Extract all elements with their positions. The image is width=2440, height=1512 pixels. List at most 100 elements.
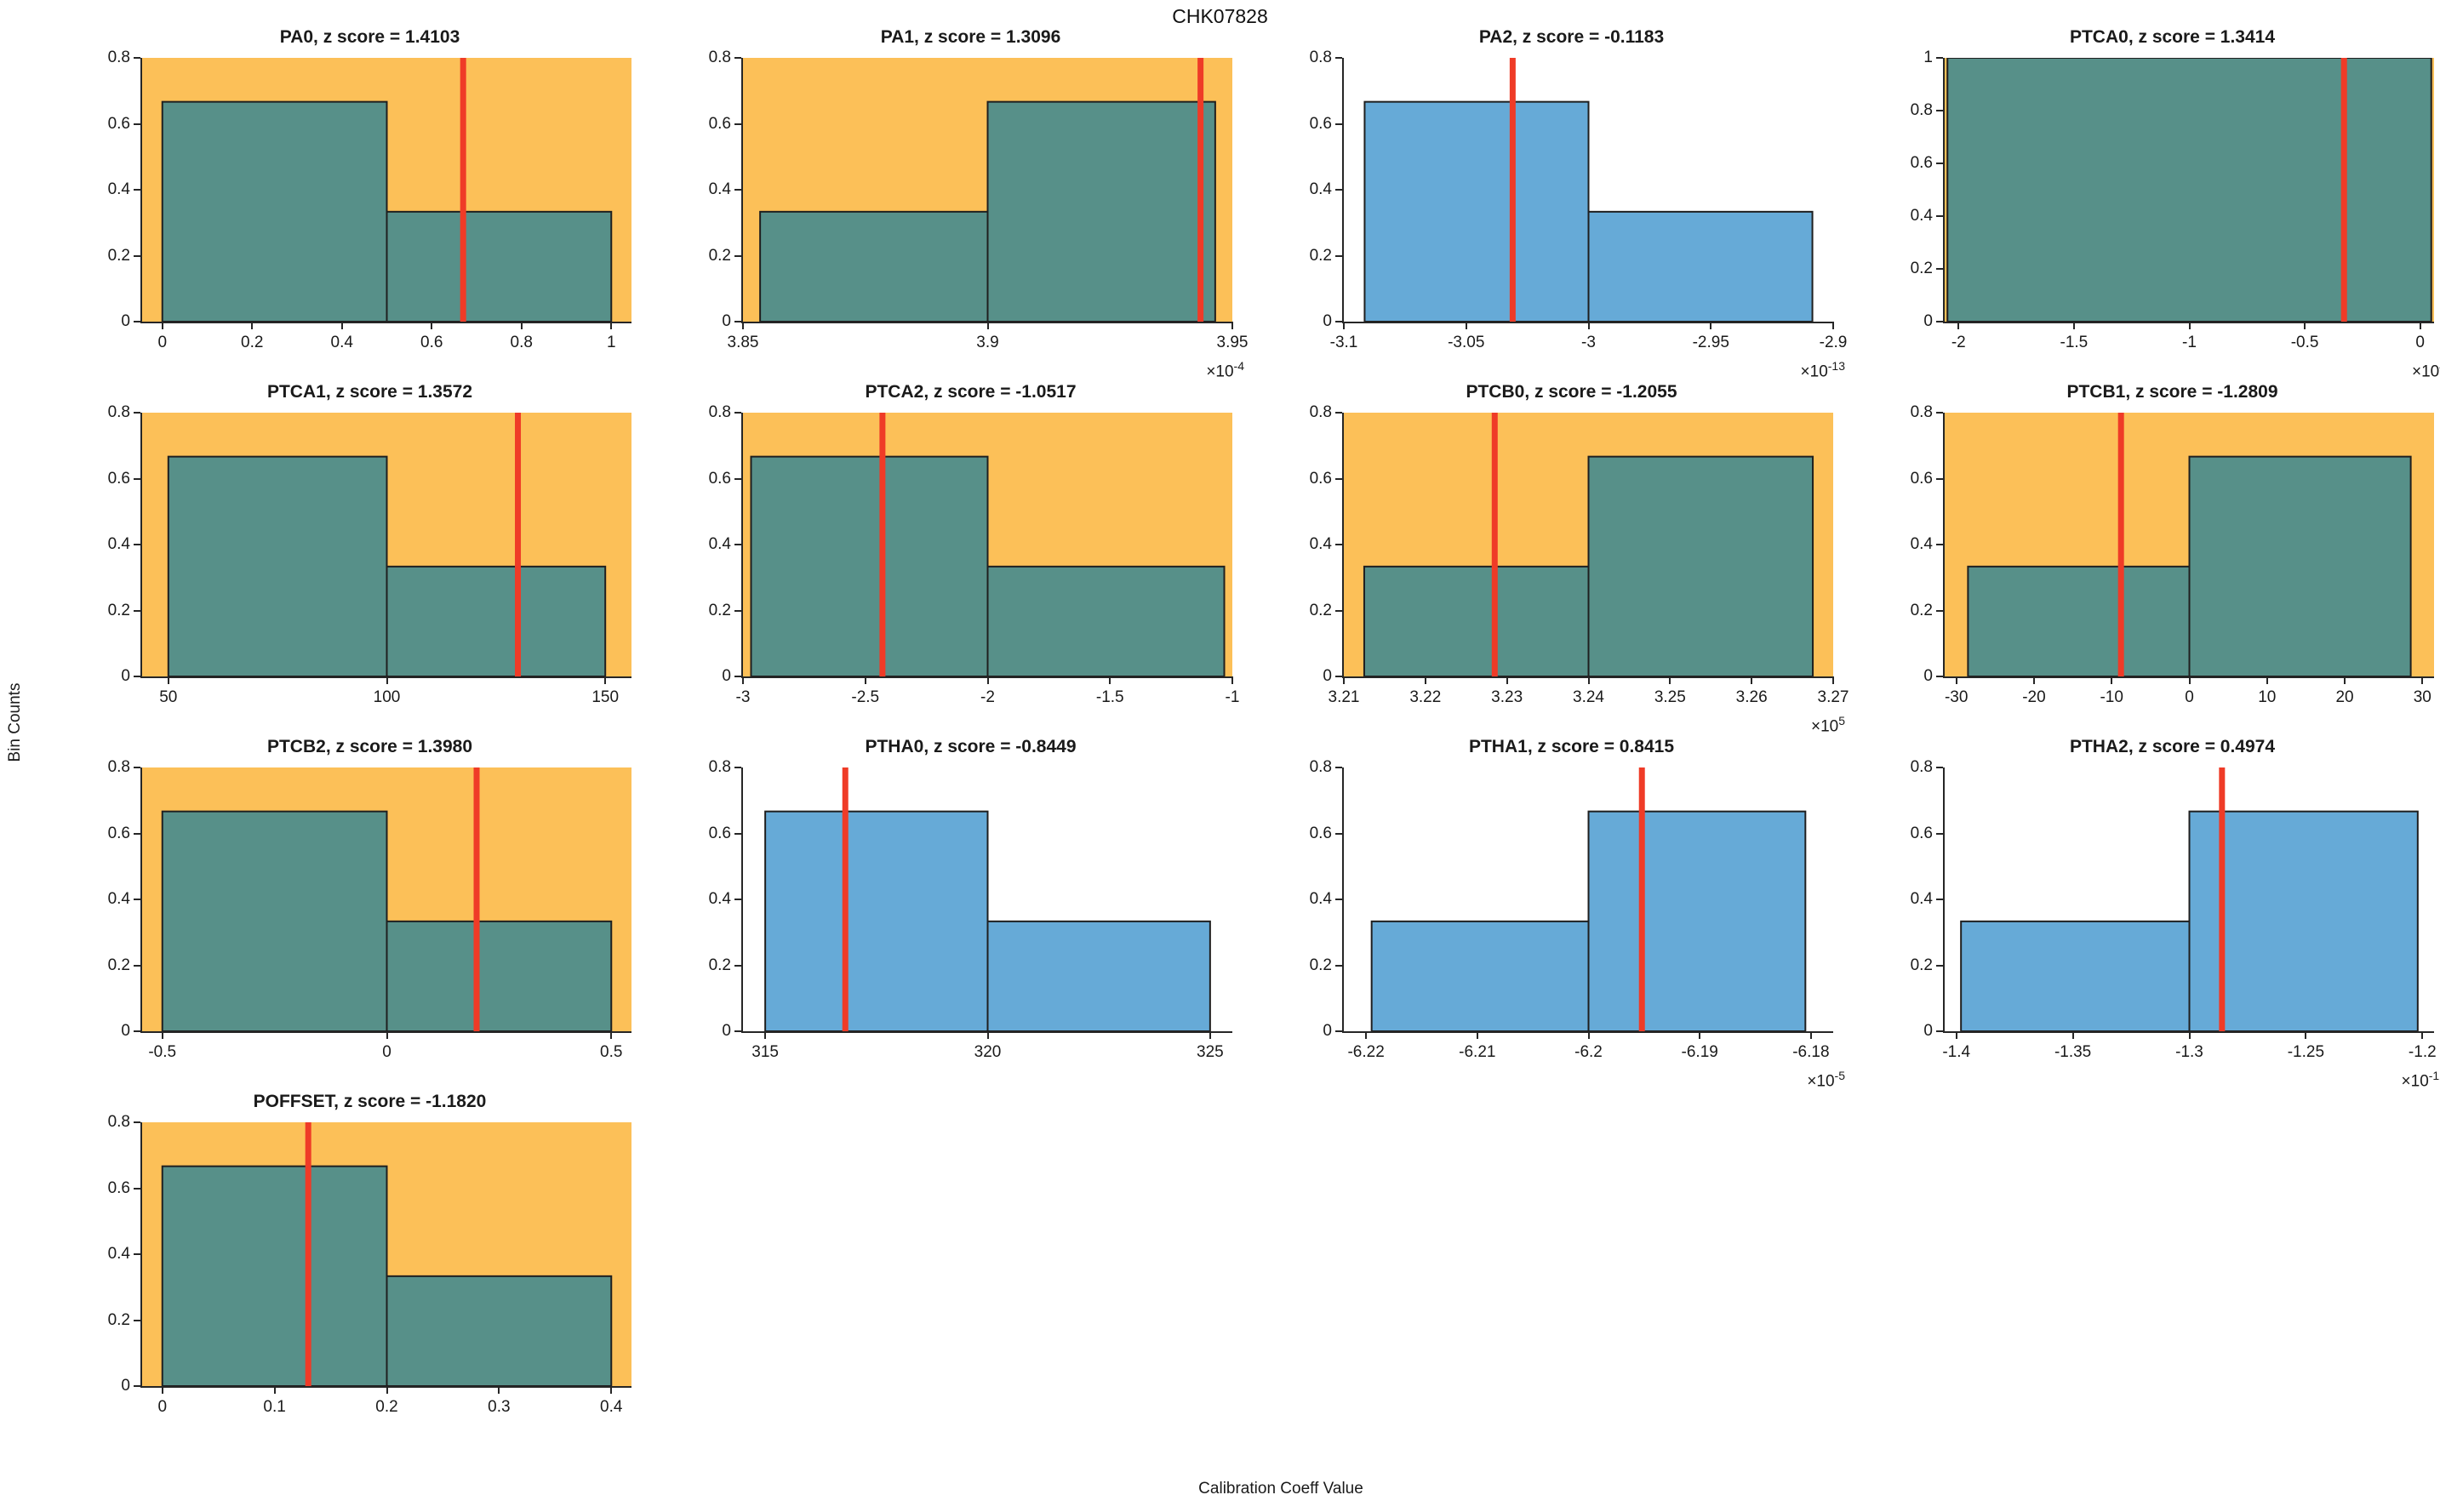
y-tick-mark — [1335, 609, 1342, 612]
y-tick-label: 0.4 — [1910, 207, 1933, 225]
y-tick-mark — [1936, 268, 1943, 270]
x-tick-mark — [1365, 1031, 1368, 1039]
histogram-svg — [1370, 767, 1807, 1031]
hist-bar — [2188, 810, 2419, 1031]
x-tick-mark — [1699, 1031, 1701, 1039]
x-tick-mark — [386, 1031, 388, 1039]
y-tick-label: 0 — [1923, 1022, 1933, 1040]
y-tick-label: 0 — [1323, 1022, 1332, 1040]
x-tick-mark — [1476, 1031, 1478, 1039]
y-tick-mark — [134, 57, 140, 59]
x-tick-mark — [2072, 322, 2075, 329]
histogram-svg — [759, 58, 1216, 322]
subplot-PTCA1: PTCA1, z score = 1.3572 50 100 150 0 0.2 0.4 0.… — [108, 382, 631, 706]
x-tick-mark — [1109, 676, 1111, 684]
y-tick-label: 0 — [121, 1377, 130, 1395]
y-tick-label: 0.8 — [107, 48, 130, 66]
x-tick-label: 3.27 — [1817, 688, 1849, 706]
y-tick-mark — [1335, 767, 1342, 768]
subplot-PTHA0: PTHA0, z score = -0.8449 315 320 325 0 0.2 0.4… — [709, 737, 1232, 1061]
exponent-value: -13 — [1827, 359, 1845, 373]
hist-bar — [759, 210, 989, 322]
y-tick-label: 0.6 — [1309, 114, 1332, 133]
y-tick-label: 0 — [1323, 312, 1332, 330]
subplot-title: PA0, z score = 1.4103 — [279, 27, 460, 47]
x-tick-mark — [2304, 322, 2306, 329]
x-tick-mark — [251, 322, 254, 329]
hist-bar — [167, 455, 388, 676]
y-tick-mark — [734, 832, 741, 835]
figure-title: CHK07828 — [1172, 5, 1268, 27]
x-tick-label: 0.2 — [241, 334, 264, 351]
y-tick-label: 0.2 — [107, 601, 130, 619]
x-tick-mark — [167, 676, 169, 684]
y-tick-label: 0.2 — [708, 956, 731, 974]
x-tick-mark — [1587, 1031, 1590, 1039]
y-tick-label: 0.8 — [708, 48, 731, 66]
exponent-prefix: ×10 — [2401, 1072, 2429, 1091]
y-tick-label: 0.8 — [1309, 48, 1332, 66]
y-tick-mark — [134, 123, 140, 125]
x-tick-label: 3.23 — [1491, 688, 1523, 706]
y-tick-label: 0.8 — [1910, 403, 1933, 421]
y-tick-mark — [734, 964, 741, 967]
y-tick-label: 0.8 — [708, 758, 731, 776]
subplot-PA0: PA0, z score = 1.4103 0 0.2 0.4 0.6 0.8 1 0 0.2 0… — [108, 27, 631, 351]
hist-bar — [1960, 920, 2191, 1031]
x-tick-label: -3.1 — [1329, 334, 1358, 351]
y-tick-mark — [1335, 321, 1342, 322]
y-tick-label: 0.4 — [1309, 890, 1332, 908]
hist-bar — [2188, 455, 2412, 676]
x-tick-mark — [1231, 322, 1233, 329]
x-tick-mark — [2111, 676, 2113, 684]
x-tick-mark — [2344, 676, 2346, 684]
y-tick-mark — [134, 412, 140, 414]
subplot-PTCB1: PTCB1, z score = -1.2809 -30 -20 -10 0 10 20 30… — [1911, 382, 2434, 706]
x-tick-mark — [1343, 676, 1345, 684]
y-tick-mark — [734, 254, 741, 257]
exponent-value: 5 — [1838, 714, 1845, 727]
y-tick-mark — [734, 57, 741, 59]
x-tick-label: -0.5 — [2290, 334, 2319, 351]
y-tick-mark — [1936, 412, 1943, 414]
y-tick-label: 0.4 — [107, 890, 130, 908]
y-tick-label: 0.2 — [1910, 956, 1933, 974]
x-tick-mark — [431, 322, 433, 329]
subplot-title: PTCB1, z score = -1.2809 — [2066, 382, 2278, 402]
x-tick-label: 0.8 — [510, 334, 533, 351]
x-tick-mark — [1751, 676, 1753, 684]
y-tick-label: 0.6 — [708, 114, 731, 133]
hist-bar — [161, 810, 388, 1031]
x-tick-label: -2.95 — [1692, 334, 1729, 351]
y-tick-label: 0.4 — [1309, 535, 1332, 553]
y-tick-mark — [734, 189, 741, 191]
x-tick-mark — [864, 676, 866, 684]
y-tick-label: 0 — [722, 312, 731, 330]
histogram-svg — [161, 767, 613, 1031]
y-tick-label: 0.2 — [107, 246, 130, 265]
y-tick-label: 0.6 — [1910, 469, 1933, 488]
x-tick-label: 320 — [974, 1043, 1002, 1061]
y-tick-mark — [1335, 676, 1342, 677]
y-tick-label: 0.2 — [708, 601, 731, 619]
x-tick-label: -3.05 — [1448, 334, 1485, 351]
exponent-prefix: ×10 — [1800, 362, 1828, 381]
y-tick-label: 0.6 — [708, 824, 731, 842]
subplot-PA1: PA1, z score = 1.3096 3.85 3.9 3.95 0 0.2 0.4 0… — [709, 27, 1249, 380]
y-tick-label: 0.2 — [1910, 260, 1933, 277]
subplot-title: PTCA1, z score = 1.3572 — [266, 382, 473, 402]
y-tick-label: 0 — [1923, 312, 1933, 330]
x-tick-label: -1 — [2182, 334, 2197, 351]
y-tick-label: 0 — [722, 1022, 731, 1040]
x-tick-label: 0.4 — [330, 334, 353, 351]
hist-bar — [1587, 810, 1807, 1031]
y-tick-mark — [734, 1030, 741, 1032]
subplot-PTCA0: PTCA0, z score = 1.3414 -2 -1.5 -1 -0.5 0 0 0.2… — [1911, 27, 2440, 380]
y-tick-mark — [1335, 477, 1342, 480]
y-tick-label: 0.4 — [1910, 535, 1933, 553]
subplot-title: POFFSET, z score = -1.1820 — [253, 1092, 487, 1111]
exponent-prefix: ×10 — [1810, 717, 1839, 736]
y-tick-mark — [1936, 676, 1943, 677]
x-tick-label: -3 — [1581, 334, 1596, 351]
x-tick-mark — [161, 322, 163, 329]
